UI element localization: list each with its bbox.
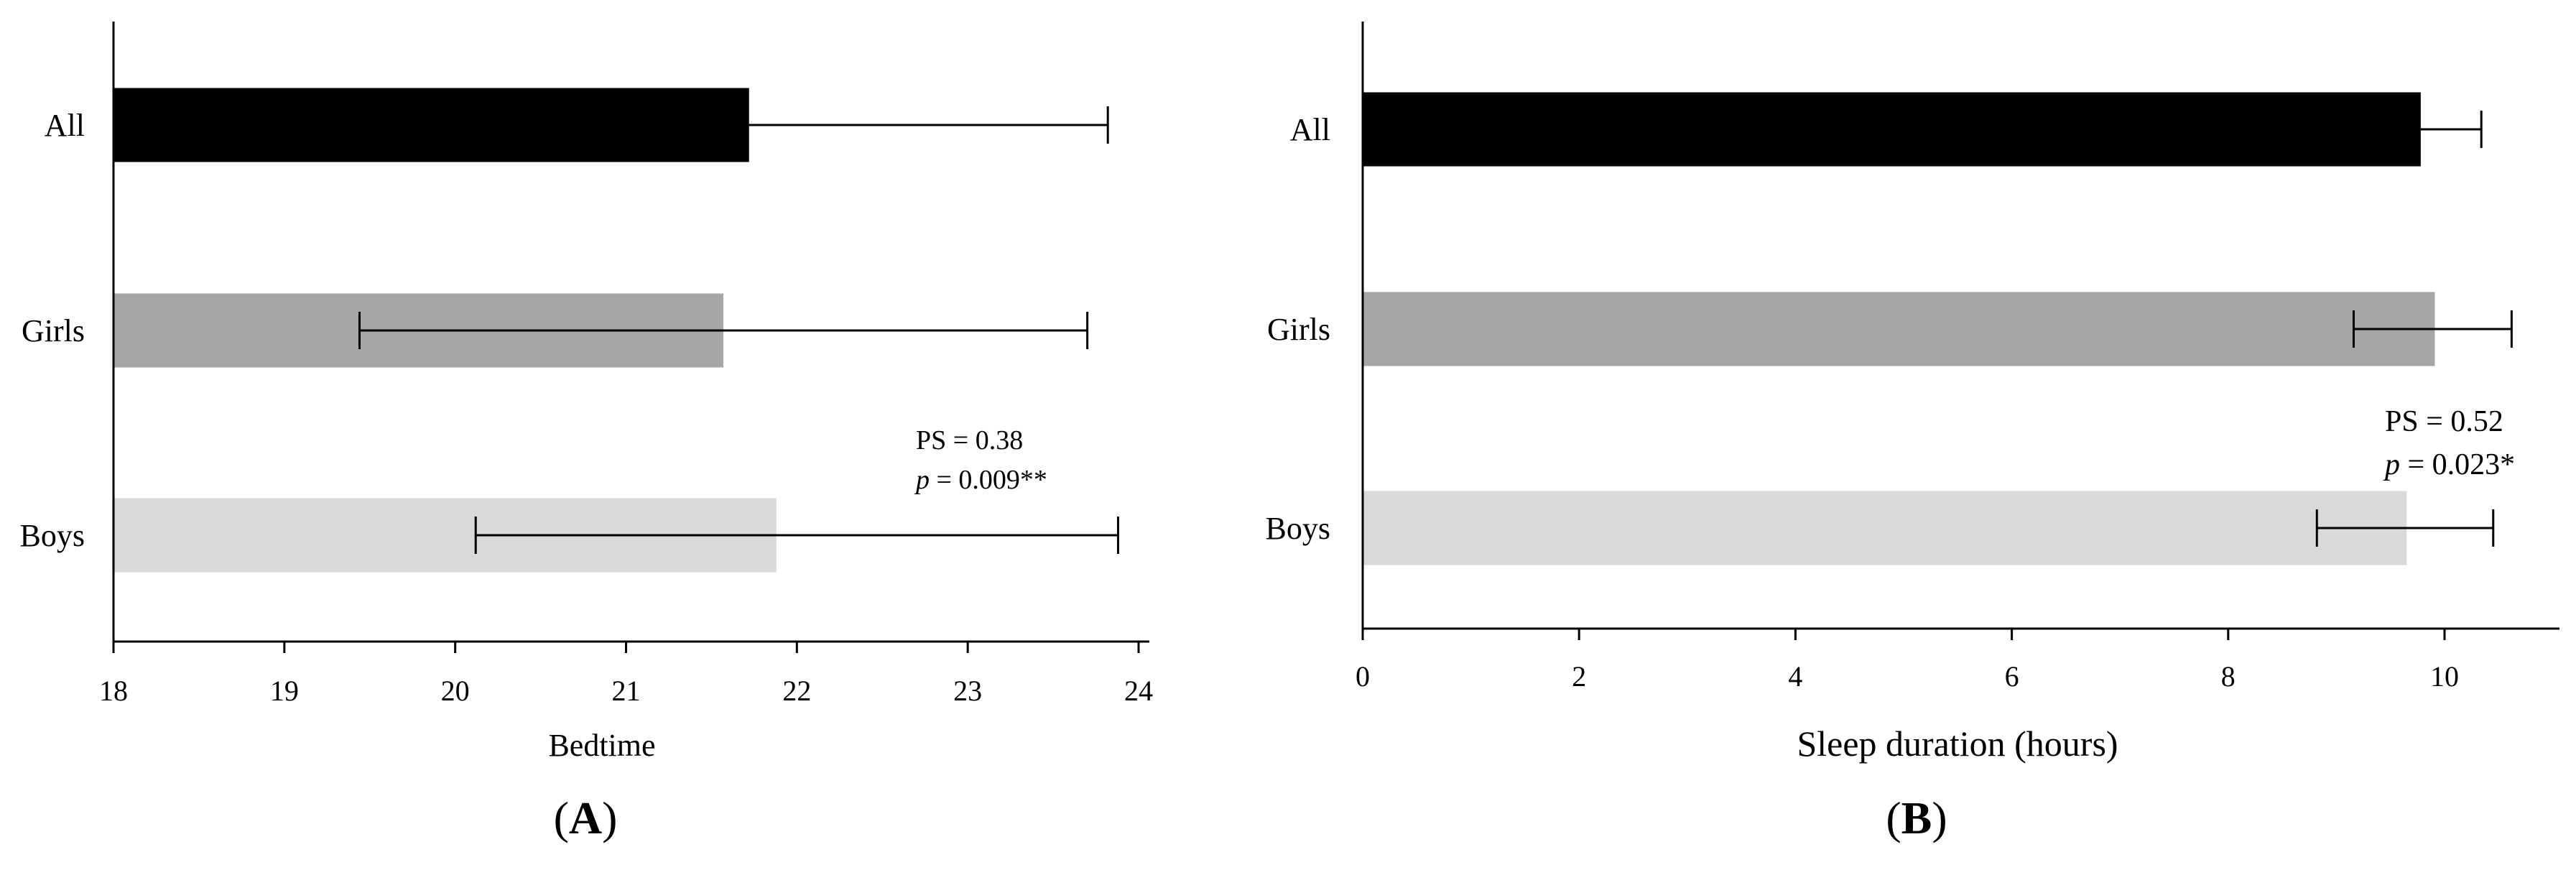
panel-a-bedtime-chart: 18 19 20 21 22 23 24 All Girls Boys Bedtime PS =… [20, 22, 1153, 843]
panel-a-x-tick-label: 21 [612, 675, 641, 707]
panel-b-letter: B [1901, 792, 1932, 843]
panel-a-error-bars [358, 106, 1119, 554]
panel-b-x-tick-label: 2 [1572, 660, 1586, 693]
panel-a-x-axis-title: Bedtime [548, 728, 655, 763]
panel-a-x-tick-label: 20 [441, 675, 470, 707]
panel-a-annotation-p-value: = 0.009** [930, 465, 1047, 495]
panel-b-label: (B) [1886, 792, 1947, 843]
panel-a-letter: A [569, 792, 602, 843]
panel-b-bar-girls [1363, 292, 2435, 366]
panel-b-axes [1361, 22, 2559, 630]
panel-a-x-tick-label: 22 [782, 675, 811, 707]
panel-b-bar-all [1363, 92, 2421, 167]
panel-a-x-tick-label: 24 [1124, 675, 1153, 707]
panel-b-error-bars [2315, 111, 2513, 547]
panel-a-x-ticks: 18 19 20 21 22 23 24 [99, 642, 1153, 707]
panel-a-bar-all [113, 88, 749, 162]
panel-b-x-axis-title: Sleep duration (hours) [1797, 723, 2118, 764]
panel-a-category-labels: All Girls Boys [20, 108, 85, 553]
panel-b-category-labels: All Girls Boys [1266, 112, 1330, 546]
panel-b-category-label-girls: Girls [1267, 312, 1330, 347]
panel-a-annotation-ps: PS = 0.38 [916, 425, 1023, 455]
panel-b-x-tick-label: 8 [2221, 660, 2236, 693]
panel-a-x-tick-label: 18 [99, 675, 128, 707]
panel-b-annotation-p-value: = 0.023* [2400, 448, 2515, 481]
panel-b-category-label-all: All [1290, 112, 1330, 147]
panel-a-x-tick-label: 23 [953, 675, 982, 707]
panel-a-axes [112, 22, 1149, 643]
panel-b-x-tick-label: 4 [1788, 660, 1802, 693]
panel-b-bars [1363, 92, 2435, 565]
panel-a-category-label-girls: Girls [22, 313, 85, 348]
panel-b-x-tick-label: 10 [2430, 660, 2459, 693]
panel-a-annotation-p-symbol: p [914, 465, 930, 495]
panel-a-x-tick-label: 19 [270, 675, 299, 707]
panel-a-category-label-all: All [45, 108, 85, 143]
panel-b-annotation-p-symbol: p [2383, 448, 2400, 481]
panel-b-annotation-ps: PS = 0.52 [2385, 405, 2503, 438]
panel-a-annotation-p: p = 0.009** [914, 465, 1047, 495]
panel-b-x-ticks: 0 2 4 6 8 10 [1356, 629, 2459, 693]
panel-b-annotation-p: p = 0.023* [2383, 448, 2515, 481]
panel-b-x-tick-label: 0 [1356, 660, 1370, 693]
panel-a-label: (A) [554, 792, 618, 843]
panel-b-x-tick-label: 6 [2005, 660, 2019, 693]
panel-b-category-label-boys: Boys [1266, 511, 1330, 546]
panel-b-bar-boys [1363, 491, 2407, 565]
panel-b-sleep-duration-chart: 0 2 4 6 8 10 All Girls Boys Sleep duration (hou… [1266, 22, 2559, 843]
panel-a-category-label-boys: Boys [20, 518, 85, 553]
